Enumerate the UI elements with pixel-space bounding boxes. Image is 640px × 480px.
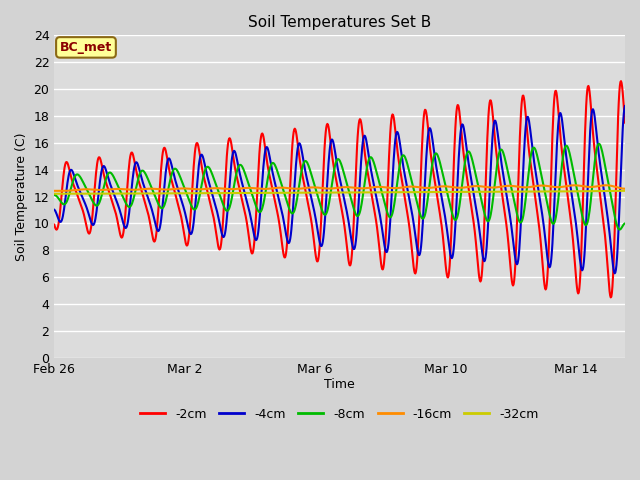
-32cm <box>495 189 503 195</box>
-16cm <box>109 186 117 192</box>
-2cm <box>617 78 625 84</box>
-4cm <box>442 221 450 227</box>
-16cm <box>58 188 65 194</box>
-8cm <box>109 172 116 178</box>
-4cm <box>611 270 618 276</box>
-2cm <box>109 200 116 205</box>
-32cm <box>302 190 310 195</box>
-16cm <box>443 183 451 189</box>
-8cm <box>621 220 629 226</box>
-2cm <box>281 254 289 260</box>
Line: -8cm: -8cm <box>54 144 625 229</box>
-8cm <box>51 192 58 198</box>
-8cm <box>506 177 513 183</box>
Y-axis label: Soil Temperature (C): Soil Temperature (C) <box>15 132 28 261</box>
Line: -32cm: -32cm <box>54 191 625 194</box>
-2cm <box>607 295 614 300</box>
-16cm <box>282 185 289 191</box>
Line: -16cm: -16cm <box>54 185 625 191</box>
-16cm <box>602 182 610 188</box>
-4cm <box>51 207 58 213</box>
-4cm <box>506 211 513 216</box>
-16cm <box>51 188 58 194</box>
-8cm <box>595 141 603 147</box>
-32cm <box>621 188 629 193</box>
-8cm <box>495 149 503 155</box>
Text: BC_met: BC_met <box>60 41 112 54</box>
Line: -2cm: -2cm <box>54 81 625 298</box>
-4cm <box>109 188 116 193</box>
-4cm <box>302 170 310 176</box>
Title: Soil Temperatures Set B: Soil Temperatures Set B <box>248 15 431 30</box>
-8cm <box>302 158 310 164</box>
-4cm <box>621 103 629 109</box>
-8cm <box>616 227 624 232</box>
-32cm <box>51 191 58 197</box>
-32cm <box>109 191 116 196</box>
-2cm <box>495 171 503 177</box>
-32cm <box>442 189 450 195</box>
-2cm <box>442 267 450 273</box>
-8cm <box>281 193 289 199</box>
-2cm <box>506 254 513 260</box>
-16cm <box>496 184 504 190</box>
-2cm <box>302 189 310 194</box>
-32cm <box>506 189 513 194</box>
-16cm <box>621 186 629 192</box>
-2cm <box>621 120 629 125</box>
-16cm <box>506 183 514 189</box>
-4cm <box>281 226 289 232</box>
Line: -4cm: -4cm <box>54 106 625 273</box>
-2cm <box>51 222 58 228</box>
-32cm <box>281 190 289 196</box>
-4cm <box>495 144 503 150</box>
-8cm <box>442 186 450 192</box>
Legend: -2cm, -4cm, -8cm, -16cm, -32cm: -2cm, -4cm, -8cm, -16cm, -32cm <box>136 403 544 426</box>
-16cm <box>302 185 310 191</box>
X-axis label: Time: Time <box>324 378 355 391</box>
